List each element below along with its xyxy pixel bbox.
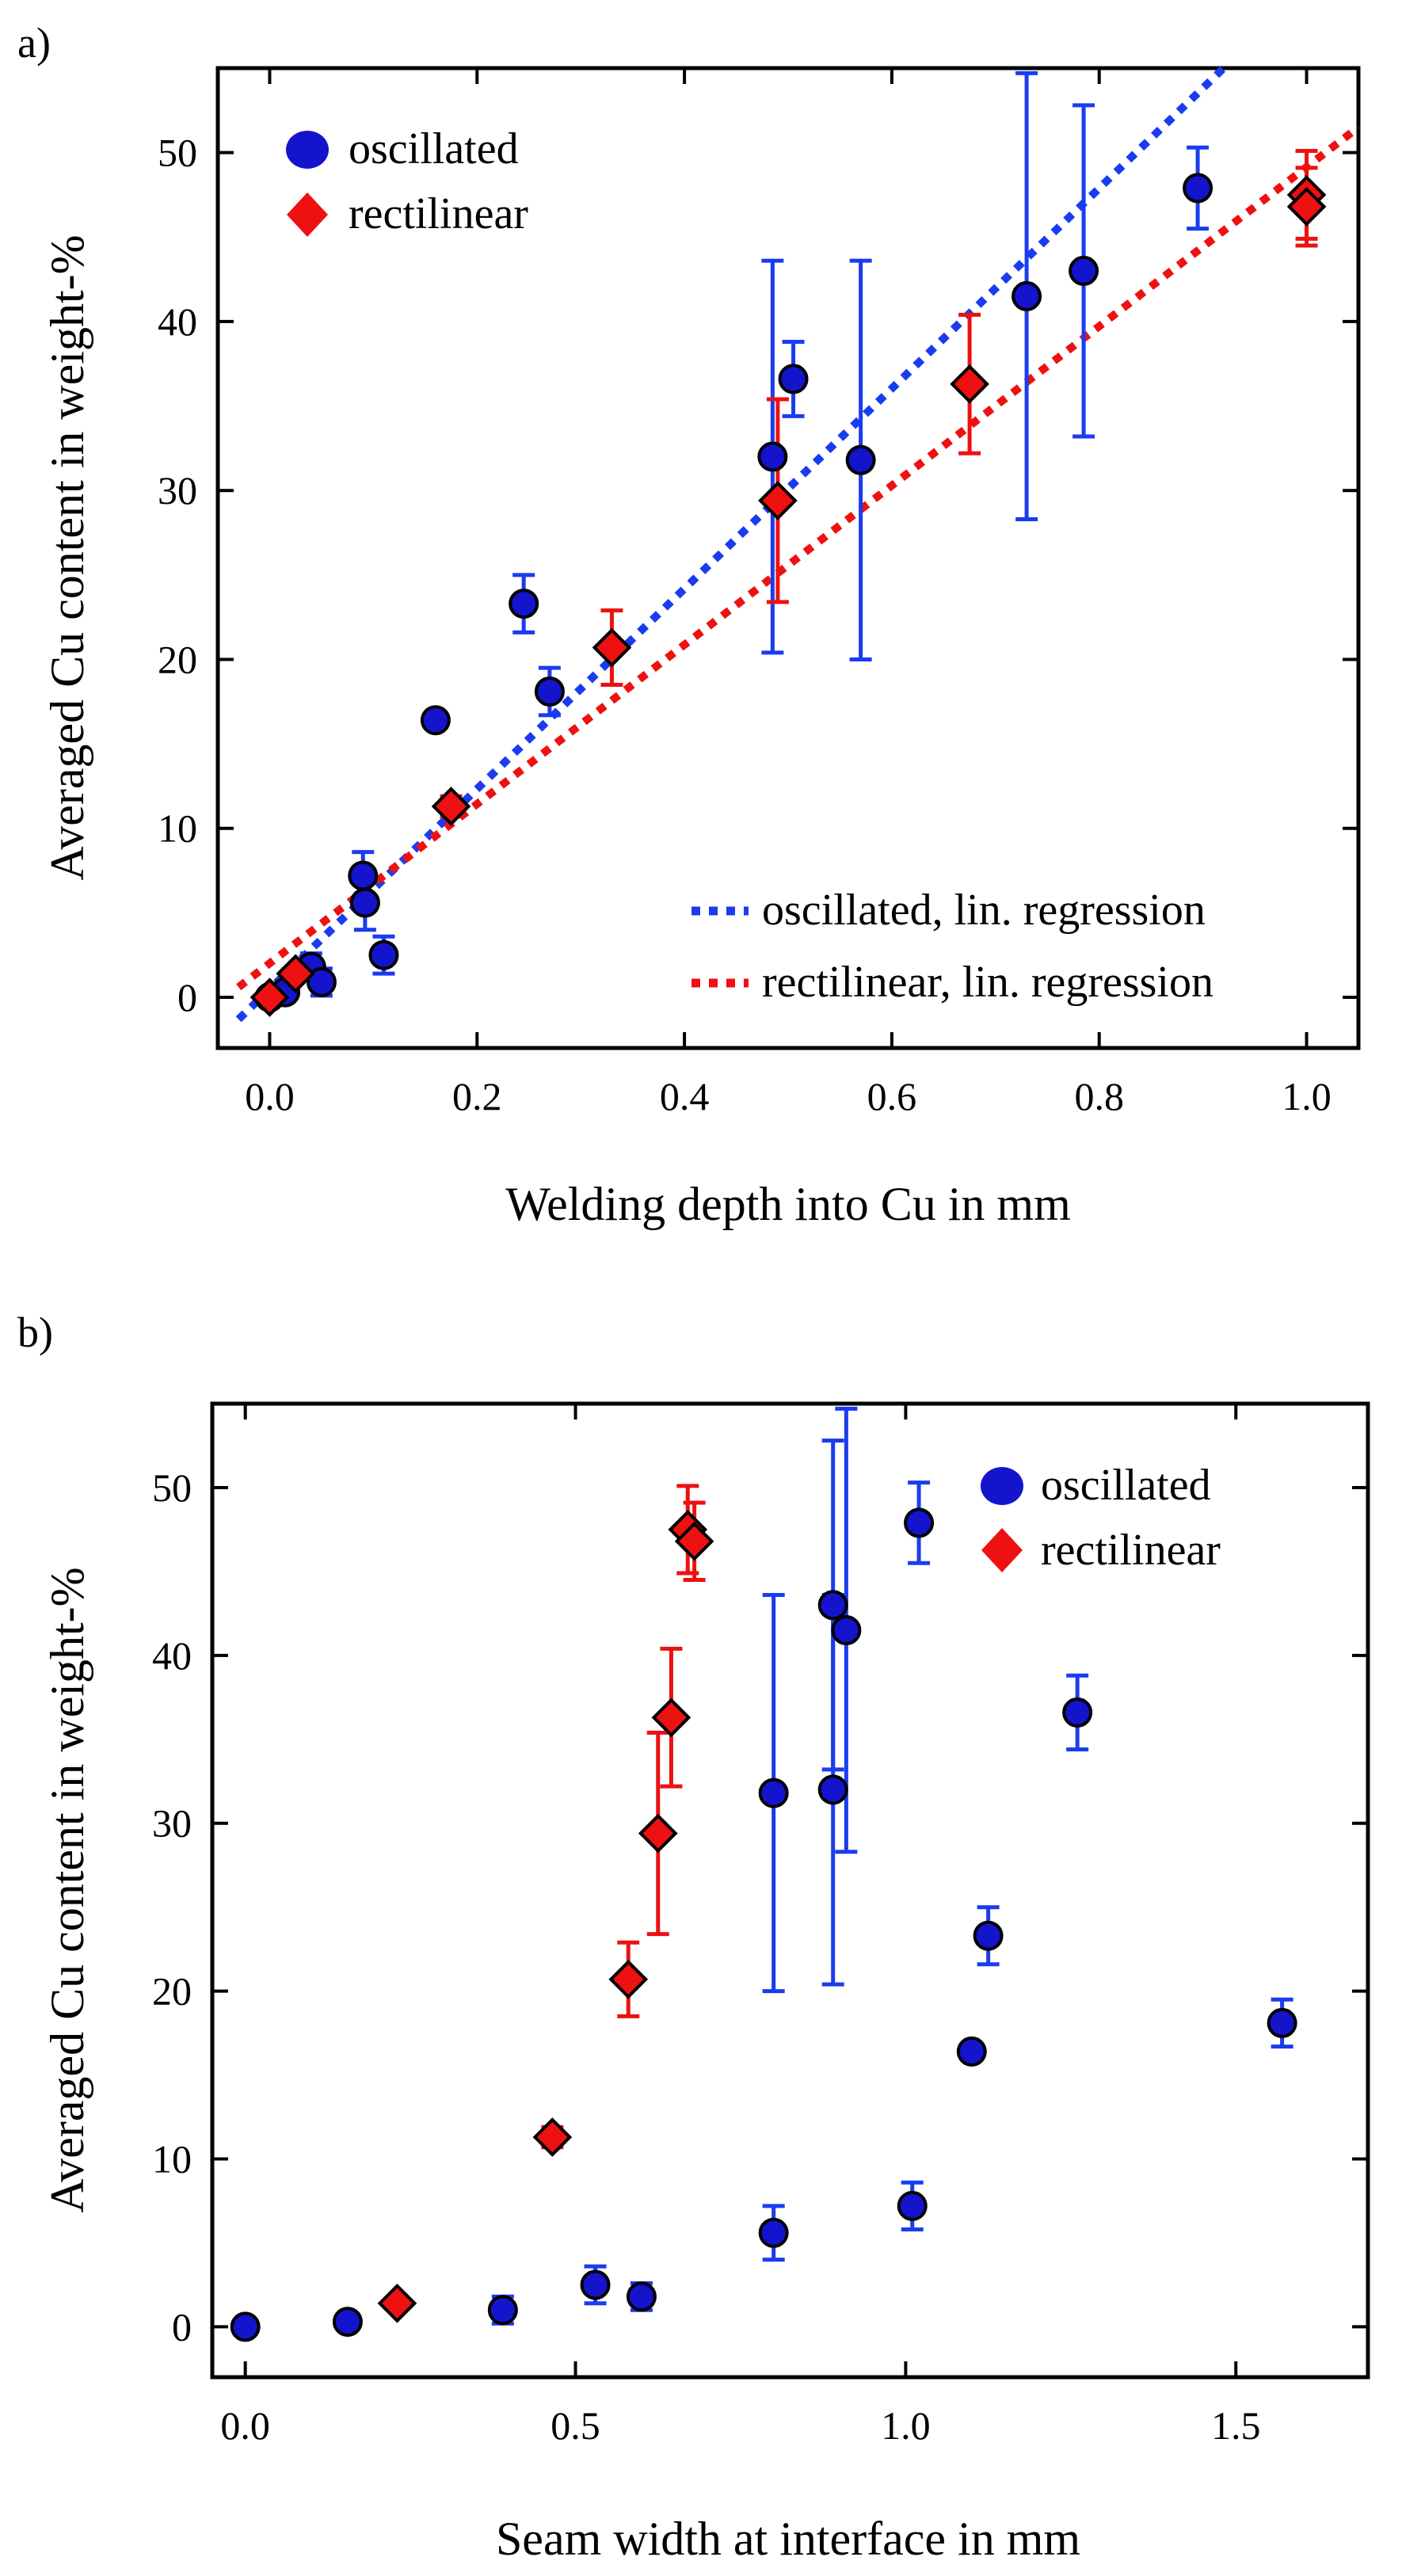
data-point-rectilinear xyxy=(276,954,316,993)
x-tick-label: 0.0 xyxy=(245,1074,295,1118)
data-point-rectilinear xyxy=(674,1521,714,1561)
data-point-oscillated xyxy=(306,966,337,997)
data-point-oscillated xyxy=(973,1920,1004,1951)
data-point-oscillated xyxy=(817,1774,848,1805)
data-points-b xyxy=(230,1507,1297,2342)
legend-label: oscillated xyxy=(1041,1461,1211,1510)
regression-line xyxy=(235,65,1227,1023)
data-point-rectilinear xyxy=(532,2117,573,2157)
y-tick-labels-b: 0 10 20 30 40 50 xyxy=(152,1465,192,2349)
y-tick-label: 20 xyxy=(158,637,197,681)
data-point-oscillated xyxy=(817,1590,848,1621)
y-tick-label: 10 xyxy=(152,2137,192,2182)
legend-label: rectilinear xyxy=(1041,1526,1221,1575)
data-point-oscillated xyxy=(368,939,399,970)
data-point-oscillated xyxy=(758,2217,789,2248)
data-point-oscillated xyxy=(626,2281,657,2312)
axis-ticks-a xyxy=(218,68,1358,1048)
data-point-oscillated xyxy=(509,589,539,619)
legend-diamond-icon xyxy=(287,192,328,237)
data-point-rectilinear xyxy=(250,977,290,1017)
data-point-rectilinear xyxy=(431,787,471,826)
y-tick-label: 0 xyxy=(177,975,197,1019)
y-tick-label: 20 xyxy=(152,1969,192,2014)
data-point-oscillated xyxy=(1062,1697,1093,1728)
data-point-oscillated xyxy=(1069,255,1099,286)
x-tick-label: 0.2 xyxy=(452,1074,502,1118)
axis-ticks-b xyxy=(212,1404,1368,2377)
chart-panel-a: a) 0.0 0.2 0.4 0.6 0.8 1.0 0 10 20 30 40… xyxy=(17,19,1362,1230)
legend-label: oscillated xyxy=(349,124,519,173)
legend-circle-icon xyxy=(981,1467,1023,1505)
chart-panel-b: b) 0.0 0.5 1.0 1.5 0 10 20 30 40 50 Seam… xyxy=(17,1309,1370,2565)
data-point-oscillated xyxy=(580,2269,611,2300)
y-tick-label: 40 xyxy=(152,1633,192,1678)
y-tick-label: 10 xyxy=(158,806,197,851)
data-point-oscillated xyxy=(956,2036,987,2067)
data-point-oscillated xyxy=(534,676,565,707)
legend-circle-icon xyxy=(286,131,329,169)
plot-frame-b xyxy=(210,1401,1370,2380)
data-point-rectilinear xyxy=(758,481,798,520)
panel-a-label: a) xyxy=(17,19,51,67)
data-point-oscillated xyxy=(758,1778,789,1808)
x-tick-label: 1.5 xyxy=(1211,2403,1261,2448)
y-tick-label: 50 xyxy=(152,1465,192,1510)
data-point-oscillated xyxy=(1183,173,1213,204)
legend-lines-a: oscillated, lin. regression rectilinear,… xyxy=(691,886,1213,1007)
data-point-rectilinear xyxy=(1286,187,1327,227)
data-point-rectilinear xyxy=(608,1959,649,1999)
x-tick-label: 0.8 xyxy=(1074,1074,1124,1118)
legend-markers-a: oscillated rectilinear xyxy=(286,124,528,238)
x-tick-label: 0.5 xyxy=(551,2403,600,2448)
y-tick-labels-a: 0 10 20 30 40 50 xyxy=(158,131,197,1019)
x-tick-label: 1.0 xyxy=(1282,1074,1332,1118)
data-point-oscillated xyxy=(230,2311,261,2342)
y-axis-label-a: Averaged Cu content in weight-% xyxy=(41,234,93,880)
x-tick-label: 0.4 xyxy=(660,1074,710,1118)
legend-label: rectilinear, lin. regression xyxy=(762,958,1213,1007)
data-point-oscillated xyxy=(348,860,379,891)
data-points-a xyxy=(250,173,1327,1017)
x-axis-label-a: Welding depth into Cu in mm xyxy=(505,1178,1070,1230)
x-tick-label: 0.6 xyxy=(867,1074,917,1118)
legend-diamond-icon xyxy=(981,1528,1023,1572)
y-axis-label-b: Averaged Cu content in weight-% xyxy=(41,1567,93,2212)
data-point-rectilinear xyxy=(651,1698,691,1738)
data-point-oscillated xyxy=(757,441,788,472)
x-tick-label: 1.0 xyxy=(881,2403,931,2448)
x-tick-labels-a: 0.0 0.2 0.4 0.6 0.8 1.0 xyxy=(245,1074,1332,1118)
x-axis-label-b: Seam width at interface in mm xyxy=(496,2513,1080,2565)
y-tick-label: 40 xyxy=(158,299,197,344)
data-point-oscillated xyxy=(1011,280,1042,311)
data-point-oscillated xyxy=(332,2307,363,2338)
legend-label: rectilinear xyxy=(349,189,528,238)
data-point-oscillated xyxy=(778,364,809,394)
data-point-oscillated xyxy=(845,444,876,475)
x-tick-labels-b: 0.0 0.5 1.0 1.5 xyxy=(220,2403,1260,2448)
data-point-oscillated xyxy=(420,705,451,736)
legend-label: oscillated, lin. regression xyxy=(762,886,1206,935)
data-point-rectilinear xyxy=(377,2283,417,2323)
data-point-rectilinear xyxy=(950,364,989,404)
data-point-rectilinear xyxy=(592,627,632,668)
y-tick-label: 30 xyxy=(152,1801,192,1846)
y-tick-label: 30 xyxy=(158,468,197,513)
data-point-oscillated xyxy=(904,1507,935,1538)
plot-frame-a xyxy=(215,66,1361,1050)
data-point-oscillated xyxy=(1267,2007,1297,2038)
panel-b-label: b) xyxy=(17,1309,53,1356)
data-point-oscillated xyxy=(831,1615,862,1646)
data-point-oscillated xyxy=(487,2295,518,2326)
x-tick-label: 0.0 xyxy=(220,2403,270,2448)
data-point-oscillated xyxy=(349,887,380,918)
data-point-rectilinear xyxy=(638,1813,678,1854)
y-tick-label: 0 xyxy=(172,2304,192,2349)
legend-markers-b: oscillated rectilinear xyxy=(981,1461,1221,1575)
regression-lines-a xyxy=(235,65,1362,1023)
data-point-oscillated xyxy=(897,2190,928,2221)
y-tick-label: 50 xyxy=(158,131,197,175)
